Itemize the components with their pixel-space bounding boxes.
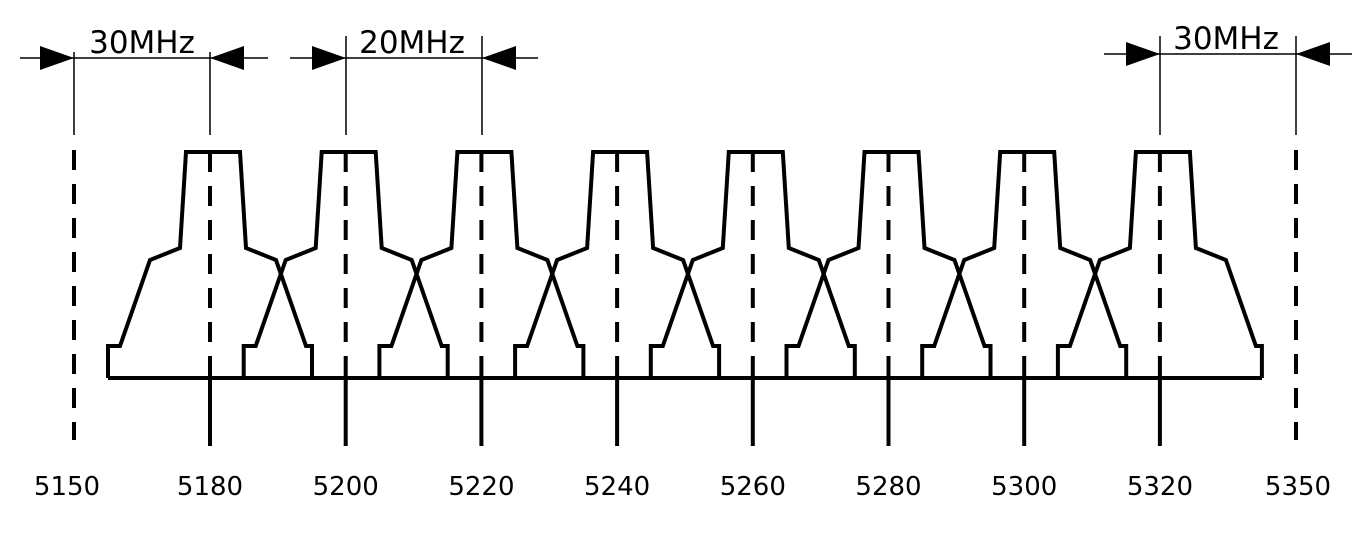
channel-5200 (241, 150, 450, 446)
left-band-gap-label: 30MHz (89, 25, 195, 61)
channel-5320 (1055, 150, 1264, 446)
channels-layer (106, 150, 1264, 446)
arrowhead (210, 46, 244, 70)
left-band-gap-dimension: 30MHz (20, 25, 268, 135)
spectrum-mask (784, 150, 993, 378)
channel-spacing-label: 20MHz (359, 25, 465, 61)
channel-center-label: 5240 (584, 472, 650, 502)
arrowhead (40, 46, 74, 70)
channel-5280 (784, 150, 993, 446)
right-band-gap-dimension: 30MHz (1104, 21, 1352, 135)
spectrum-mask (106, 150, 314, 378)
spectrum-mask (1055, 150, 1264, 378)
band-edge-high-label: 5350 (1265, 472, 1331, 502)
channel-center-label: 5200 (313, 472, 379, 502)
spectrum-mask (377, 150, 586, 378)
channel-center-label: 5260 (720, 472, 786, 502)
channel-5240 (513, 150, 722, 446)
channel-5180 (106, 150, 314, 446)
arrowhead (1296, 42, 1330, 66)
channel-spacing-dimension: 20MHz (290, 25, 538, 135)
spectrum-mask (513, 150, 722, 378)
spectrum-mask (241, 150, 450, 378)
arrowhead (1126, 42, 1160, 66)
arrowhead (312, 46, 346, 70)
channel-center-label: 5180 (177, 472, 243, 502)
channel-center-label: 5220 (448, 472, 514, 502)
band-edge-low-label: 5150 (34, 472, 100, 502)
channel-5260 (648, 150, 857, 446)
spectrum-mask (920, 150, 1129, 378)
channel-5300 (920, 150, 1129, 446)
channel-5220 (377, 150, 586, 446)
channel-center-label: 5280 (855, 472, 921, 502)
channel-center-label: 5300 (991, 472, 1057, 502)
frequency-labels: 5150 5350 5180 5200 5220 5240 5260 5280 5300 53… (34, 472, 1331, 502)
right-band-gap-label: 30MHz (1173, 21, 1279, 57)
arrowhead (482, 46, 516, 70)
spectrum-mask (648, 150, 857, 378)
channel-center-label: 5320 (1127, 472, 1193, 502)
